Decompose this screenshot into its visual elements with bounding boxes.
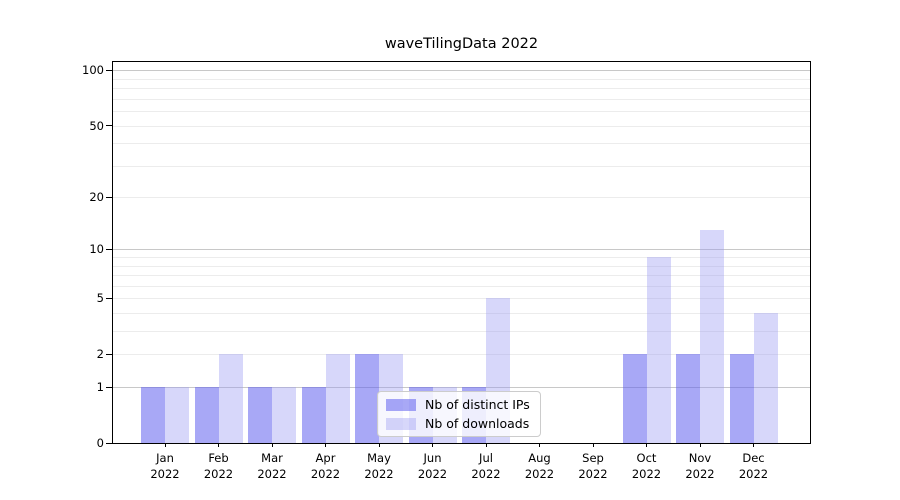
bar-distinct-ips [355, 354, 379, 443]
x-axis-tick [378, 443, 380, 447]
chart-title: waveTilingData 2022 [384, 36, 539, 52]
y-axis-tick-label: 50 [89, 118, 104, 133]
legend-label-distinct-ips: Nb of distinct IPs [425, 397, 530, 412]
bar-distinct-ips [141, 387, 165, 443]
x-axis-tick-label: Aug 2022 [524, 451, 555, 481]
x-axis-tick [325, 443, 326, 447]
minor-gridline [113, 165, 810, 167]
bar-distinct-ips [676, 354, 700, 443]
major-gridline [113, 387, 810, 389]
y-axis-tick-label: 2 [96, 347, 104, 362]
x-axis-tick [485, 443, 487, 447]
x-axis-tick-label: Jun 2022 [417, 451, 448, 481]
minor-gridline [113, 275, 810, 277]
y-axis-tick-label: 10 [89, 242, 104, 257]
x-axis-tick [592, 443, 594, 447]
bar-downloads [218, 354, 243, 443]
x-axis-tick-label: Apr 2022 [310, 451, 341, 481]
plot-inner [113, 62, 810, 443]
y-axis-tick [106, 125, 112, 127]
minor-gridline [113, 111, 810, 113]
bar-distinct-ips [622, 354, 647, 443]
y-axis-tick [106, 353, 112, 355]
y-axis-tick [106, 248, 112, 250]
legend-swatch-distinct-ips [386, 398, 416, 411]
bar-distinct-ips [729, 354, 754, 443]
bar-downloads [700, 229, 724, 443]
minor-gridline [113, 143, 810, 145]
minor-gridline [113, 354, 810, 356]
minor-gridline [113, 285, 810, 287]
minor-gridline [113, 331, 810, 333]
legend-entry-distinct-ips: Nb of distinct IPs [386, 397, 530, 412]
x-axis-tick-label: Dec 2022 [738, 451, 769, 481]
minor-gridline [113, 125, 810, 127]
x-axis-tick [432, 443, 433, 447]
y-axis-tick [106, 386, 112, 388]
bar-downloads [325, 354, 350, 443]
minor-gridline [113, 88, 810, 90]
bar-downloads [753, 313, 778, 443]
x-axis-tick-label: Jan 2022 [150, 451, 180, 481]
bar-downloads [165, 387, 189, 443]
y-axis-tick-label: 100 [82, 63, 104, 78]
x-axis-tick [646, 443, 647, 447]
x-axis-tick-label: Nov 2022 [685, 451, 715, 481]
x-axis-tick-label: May 2022 [364, 451, 394, 481]
x-axis-tick [271, 443, 273, 447]
legend-label-downloads: Nb of downloads [425, 416, 530, 431]
y-axis-tick-label: 1 [96, 380, 104, 395]
bar-distinct-ips [194, 387, 219, 443]
x-axis-tick-label: Sep 2022 [578, 451, 608, 481]
minor-gridline [113, 197, 810, 199]
y-axis-tick-label: 5 [96, 291, 104, 306]
minor-gridline [113, 313, 810, 315]
y-axis-tick-label: 0 [96, 436, 104, 450]
minor-gridline [113, 298, 810, 300]
y-axis-tick [106, 196, 112, 198]
major-gridline [113, 249, 810, 251]
bar-downloads [646, 257, 671, 443]
y-axis-tick-label: 20 [89, 190, 104, 205]
x-axis-tick-label: Mar 2022 [257, 451, 287, 481]
x-axis-tick [699, 443, 701, 447]
bar-distinct-ips [301, 387, 326, 443]
x-axis-tick [164, 443, 166, 447]
x-axis-tick [218, 443, 219, 447]
y-axis-tick [106, 297, 112, 299]
major-gridline [113, 70, 810, 72]
legend-swatch-downloads [386, 417, 416, 430]
legend-entry-downloads: Nb of downloads [386, 416, 530, 431]
x-axis-tick-label: Oct 2022 [631, 451, 662, 481]
bar-distinct-ips [248, 387, 272, 443]
minor-gridline [113, 265, 810, 267]
x-axis-tick [753, 443, 754, 447]
y-axis-tick [106, 69, 112, 71]
x-axis-tick-label: Jul 2022 [471, 451, 501, 481]
x-axis-tick-label: Feb 2022 [203, 451, 234, 481]
x-axis-tick [539, 443, 540, 447]
minor-gridline [113, 78, 810, 80]
bar-downloads [272, 387, 296, 443]
legend: Nb of distinct IPs Nb of downloads [377, 391, 541, 437]
minor-gridline [113, 257, 810, 259]
y-axis-tick [106, 442, 112, 444]
plot-area [112, 61, 811, 444]
minor-gridline [113, 98, 810, 100]
